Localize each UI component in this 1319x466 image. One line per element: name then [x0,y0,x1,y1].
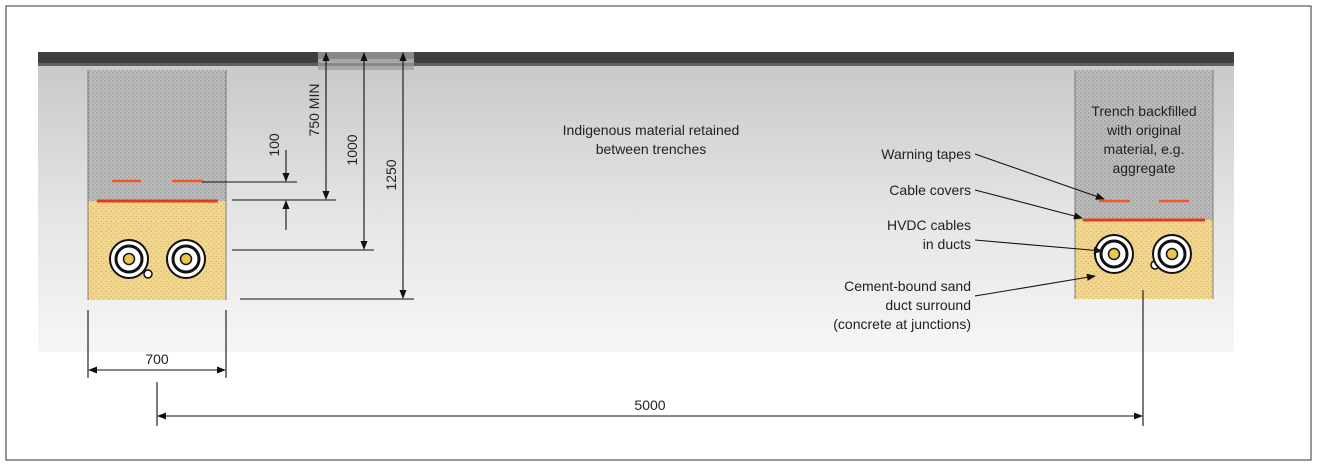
hvdc-label-1: HVDC cables [887,217,971,233]
spacing-dimension [156,290,1144,426]
right-trench [1074,70,1214,299]
duct-icon [1094,234,1134,274]
diagram-frame [5,5,1312,461]
ground-body [38,66,1234,352]
left-sand-surround [88,201,226,300]
left-backfill [88,70,226,201]
surface-edge [38,63,1234,66]
dim-1250: 1250 [383,159,399,190]
cable-covers-label: Cable covers [889,182,971,198]
arrow-icon [974,239,1103,254]
backfill-label-2: with original [1106,122,1181,138]
depth-dimensions [202,52,414,300]
duct-icon [109,239,149,279]
surround-label-2: duct surround [885,297,971,313]
arrow-icon [974,273,1096,297]
backfill-label-4: aggregate [1112,160,1175,176]
surface-gap-top [318,52,414,59]
surround-label-1: Cement-bound sand [844,278,971,294]
width-dimension [87,310,227,378]
dim-1000: 1000 [344,134,360,165]
surround-label-3: (concrete at junctions) [833,316,971,332]
dim-700: 700 [145,351,169,367]
callout-arrows [974,153,1105,297]
duct-icon [1152,234,1192,274]
indigenous-label-2: between trenches [596,141,707,157]
surface-left [38,52,318,66]
indigenous-label-1: Indigenous material retained [563,122,740,138]
warning-tapes-label: Warning tapes [881,146,971,162]
backfill-label-1: Trench backfilled [1091,103,1196,119]
arrow-icon [974,153,1105,200]
left-trench [87,70,227,300]
hvdc-label-2: in ducts [923,236,971,252]
dim-750-min: 750 MIN [306,84,322,137]
backfill-label-3: material, e.g. [1104,141,1185,157]
surface-right [414,52,1234,66]
dim-100: 100 [266,133,282,157]
arrow-icon [974,189,1083,220]
dim-5000: 5000 [634,397,665,413]
duct-icon [166,239,206,279]
small-cable-icon [143,269,153,279]
